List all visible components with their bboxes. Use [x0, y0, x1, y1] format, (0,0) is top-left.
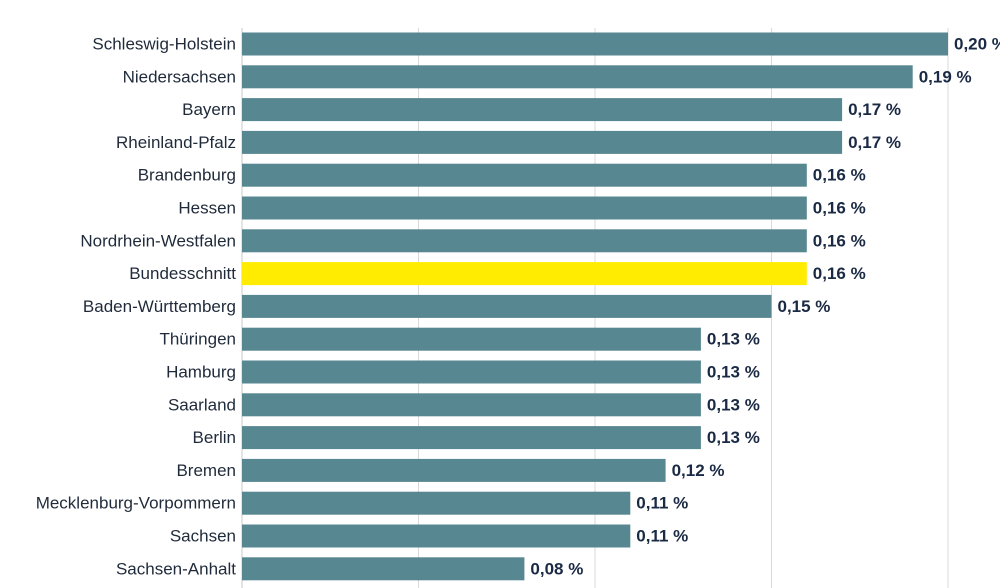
bar-6 [242, 229, 807, 253]
value-label-15: 0,11 % [636, 527, 688, 546]
category-label-10: Hamburg [166, 363, 236, 382]
value-label-3: 0,17 % [848, 133, 901, 152]
category-label-6: Nordrhein-Westfalen [80, 231, 236, 250]
bar-16 [242, 557, 525, 581]
bar-8 [242, 294, 772, 318]
value-label-16: 0,08 % [530, 559, 583, 578]
bar-15 [242, 524, 631, 548]
value-labels: 0,20 % 0,19 % 0,17 % 0,17 % 0,16 % 0,16 % 0,16… [530, 35, 1000, 579]
bar-7 [242, 262, 807, 286]
bar-10 [242, 360, 701, 384]
bar-1 [242, 65, 913, 89]
value-label-13: 0,12 % [672, 461, 725, 480]
bar-2 [242, 98, 843, 122]
category-label-5: Hessen [178, 199, 236, 218]
bar-14 [242, 491, 631, 515]
value-label-9: 0,13 % [707, 330, 760, 349]
category-label-9: Thüringen [159, 330, 236, 349]
bar-5 [242, 196, 807, 220]
category-label-8: Baden-Württemberg [83, 297, 236, 316]
category-label-13: Bremen [176, 461, 236, 480]
value-label-6: 0,16 % [813, 231, 866, 250]
category-label-12: Berlin [193, 428, 236, 447]
bar-12 [242, 426, 701, 450]
category-label-15: Sachsen [170, 527, 236, 546]
value-label-4: 0,16 % [813, 166, 866, 185]
bar-11 [242, 393, 701, 417]
category-label-14: Mecklenburg-Vorpommern [36, 494, 236, 513]
category-label-11: Saarland [168, 395, 236, 414]
bar-4 [242, 163, 807, 187]
value-label-10: 0,13 % [707, 363, 760, 382]
category-label-7: Bundesschnitt [129, 264, 236, 283]
category-label-16: Sachsen-Anhalt [116, 559, 236, 578]
bar-13 [242, 458, 666, 482]
value-label-5: 0,16 % [813, 199, 866, 218]
category-label-2: Bayern [182, 100, 236, 119]
category-label-4: Brandenburg [138, 166, 236, 185]
category-labels: Schleswig-Holstein Niedersachsen Bayern Rhe… [36, 35, 237, 579]
category-label-3: Rheinland-Pfalz [116, 133, 236, 152]
value-label-2: 0,17 % [848, 100, 901, 119]
category-label-0: Schleswig-Holstein [92, 35, 236, 54]
value-label-1: 0,19 % [919, 67, 972, 86]
bars [242, 32, 948, 581]
value-label-11: 0,13 % [707, 395, 760, 414]
bar-9 [242, 327, 701, 351]
value-label-8: 0,15 % [778, 297, 831, 316]
bar-0 [242, 32, 948, 56]
value-label-12: 0,13 % [707, 428, 760, 447]
bar-3 [242, 130, 843, 154]
value-label-7: 0,16 % [813, 264, 866, 283]
value-label-0: 0,20 % [954, 35, 1000, 54]
value-label-14: 0,11 % [636, 494, 688, 513]
category-label-1: Niedersachsen [123, 67, 236, 86]
